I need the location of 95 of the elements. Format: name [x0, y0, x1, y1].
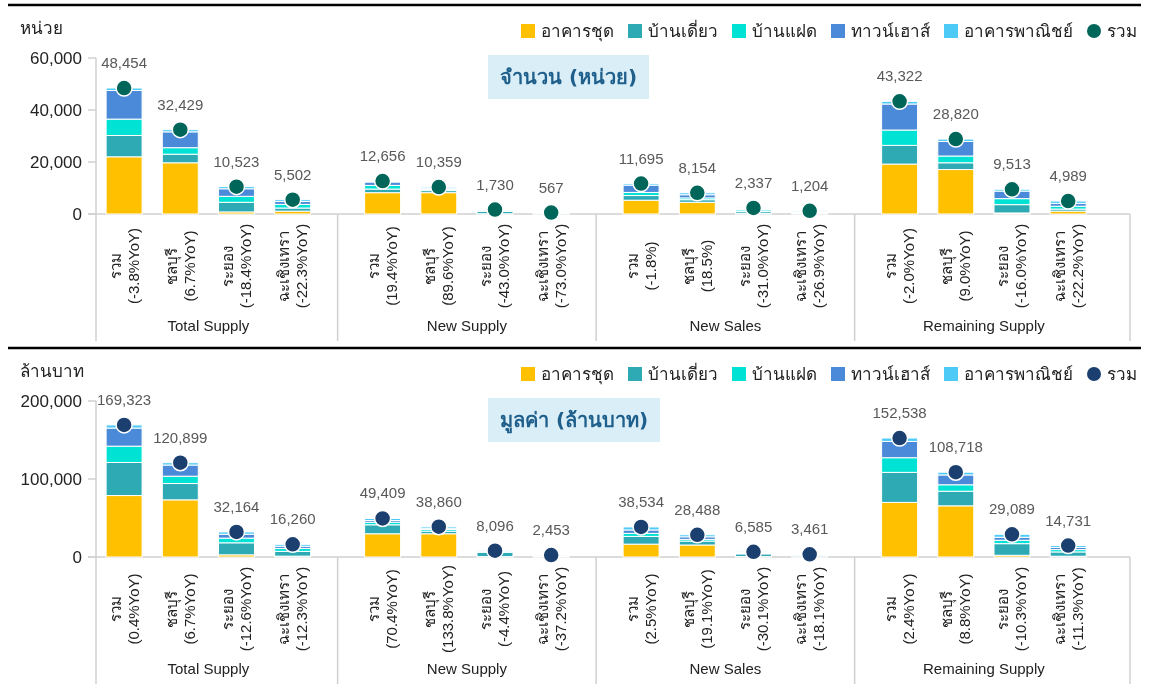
text: New Supply [426, 317, 508, 334]
legend-label: รวม [1107, 364, 1137, 386]
data-label: 11,695 [618, 149, 664, 167]
data-label: 8,096 [476, 516, 514, 534]
x-tick-label: รวม (-1.8%) [623, 241, 659, 291]
x-tick-label: รวม (-3.8%YoY) [106, 227, 142, 305]
x-tick-label: ชลบุรี (89.6%YoY) [421, 226, 457, 306]
data-label: 32,429 [157, 95, 204, 113]
x-tick-label: ระยอง (-18.4%YoY) [218, 223, 254, 309]
x-tick-label: ระยอง (-4.4%YoY) [477, 570, 513, 648]
text: Remaining Supply [923, 660, 1046, 677]
y-tick-label: 40,000 [30, 100, 82, 120]
data-label: 38,860 [415, 492, 462, 510]
data-label: 169,323 [96, 390, 152, 408]
chart-title: มูลค่า (ล้านบาท) [488, 398, 661, 442]
x-tick-label: ระยอง (-30.1%YoY) [735, 566, 771, 652]
data-label: 1,204 [790, 176, 829, 194]
text: New Supply [426, 660, 508, 677]
x-tick-label: รวม (0.4%YoY) [106, 573, 142, 645]
data-label: 6,585 [734, 517, 773, 535]
x-tick-label: ชลบุรี (6.7%YoY) [162, 573, 198, 645]
data-label: 49,409 [359, 484, 406, 502]
data-label: 43,322 [876, 67, 923, 85]
legend-label: รวม [1107, 21, 1137, 43]
data-label: 29,089 [989, 500, 1035, 518]
legend-label: อาคารพาณิชย์ [964, 364, 1073, 386]
x-tick-label: ระยอง (-12.6%YoY) [218, 566, 254, 652]
data-label: 108,718 [928, 438, 983, 456]
x-tick-label: ฉะเชิงเทรา (-18.1%YoY) [792, 566, 828, 652]
x-tick-label: ฉะเชิงเทรา (-26.9%YoY) [792, 223, 828, 309]
data-label: 8,154 [678, 158, 717, 176]
data-label: 10,523 [213, 152, 260, 170]
legend-label: อาคารชุด [541, 364, 614, 387]
x-tick-label: ชลบุรี (6.7%YoY) [162, 230, 198, 302]
x-tick-label: ฉะเชิงเทรา (-12.3%YoY) [275, 566, 311, 652]
data-label: 5,502 [273, 165, 312, 183]
text: New Sales [689, 660, 762, 677]
data-label: 152,538 [872, 404, 927, 422]
legend-label: ทาวน์เฮาส์ [851, 364, 930, 386]
y-tick-label: 200,000 [20, 391, 82, 411]
y-axis-title: หน่วย [20, 19, 63, 38]
text: Remaining Supply [923, 317, 1046, 334]
x-tick-label: ชลบุรี (19.1%YoY) [679, 569, 715, 649]
data-label: 28,488 [674, 500, 721, 518]
x-tick-label: ฉะเชิงเทรา (-22.3%YoY) [275, 223, 311, 309]
x-tick-label: ฉะเชิงเทรา (-37.2%YoY) [533, 566, 569, 652]
x-tick-label: ชลบุรี (8.8%YoY) [938, 573, 974, 645]
x-tick-label: ชลบุรี (9.0%YoY) [938, 230, 974, 302]
legend-label: อาคารพาณิชย์ [964, 21, 1073, 43]
text: Total Supply [167, 660, 250, 677]
legend-label: บ้านแฝด [752, 364, 817, 386]
data-label: 120,899 [153, 428, 208, 446]
x-tick-label: ระยอง (-16.0%YoY) [994, 223, 1030, 309]
legend-label: อาคารชุด [541, 21, 614, 44]
y-tick-label: 100,000 [20, 469, 82, 489]
text: New Sales [689, 317, 762, 334]
x-tick-label: รวม (2.4%YoY) [882, 573, 918, 645]
legend-label: บ้านแฝด [752, 21, 817, 43]
data-label: 2,337 [734, 173, 773, 191]
chart-title: จำนวน (หน่วย) [488, 55, 650, 99]
legend-label: บ้านเดี่ยว [648, 18, 718, 43]
x-tick-label: รวม (19.4%YoY) [365, 226, 401, 306]
y-tick-label: 0 [72, 547, 82, 567]
data-label: 3,461 [790, 520, 829, 538]
y-tick-label: 60,000 [30, 48, 82, 68]
legend-label: ทาวน์เฮาส์ [851, 21, 930, 43]
data-label: 16,260 [269, 510, 316, 528]
text: Total Supply [167, 317, 250, 334]
data-label: 1,730 [476, 175, 514, 193]
data-label: 10,359 [415, 153, 462, 171]
data-label: 9,513 [993, 155, 1031, 173]
x-tick-label: ชลบุรี (18.5%) [679, 239, 715, 293]
data-label: 38,534 [618, 492, 665, 510]
x-tick-label: รวม (-2.0%YoY) [882, 227, 918, 305]
x-tick-label: ระยอง (-31.0%YoY) [735, 223, 771, 309]
data-label: 32,164 [213, 497, 260, 515]
data-label: 14,731 [1045, 511, 1092, 529]
data-label: 12,656 [359, 147, 406, 165]
x-tick-label: รวม (2.5%YoY) [623, 573, 659, 645]
y-tick-label: 20,000 [30, 152, 82, 172]
legend-label: บ้านเดี่ยว [648, 361, 718, 386]
y-axis-title: ล้านบาท [20, 362, 84, 381]
data-label: 2,453 [532, 521, 570, 539]
x-tick-label: รวม (70.4%YoY) [365, 569, 401, 649]
x-tick-label: ฉะเชิงเทรา (-22.2%YoY) [1050, 223, 1086, 309]
x-tick-label: ระยอง (-10.3%YoY) [994, 566, 1030, 652]
data-label: 4,989 [1049, 167, 1087, 185]
x-tick-label: ฉะเชิงเทรา (-73.0%YoY) [533, 223, 569, 309]
x-tick-label: ฉะเชิงเทรา (-11.3%YoY) [1050, 567, 1086, 651]
y-tick-label: 0 [72, 204, 82, 224]
x-tick-label: ชลบุรี (133.8%YoY) [421, 565, 457, 653]
data-label: 48,454 [101, 54, 148, 72]
data-label: 28,820 [932, 105, 979, 123]
x-tick-label: ระยอง (-43.0%YoY) [477, 223, 513, 309]
data-label: 567 [538, 178, 564, 196]
